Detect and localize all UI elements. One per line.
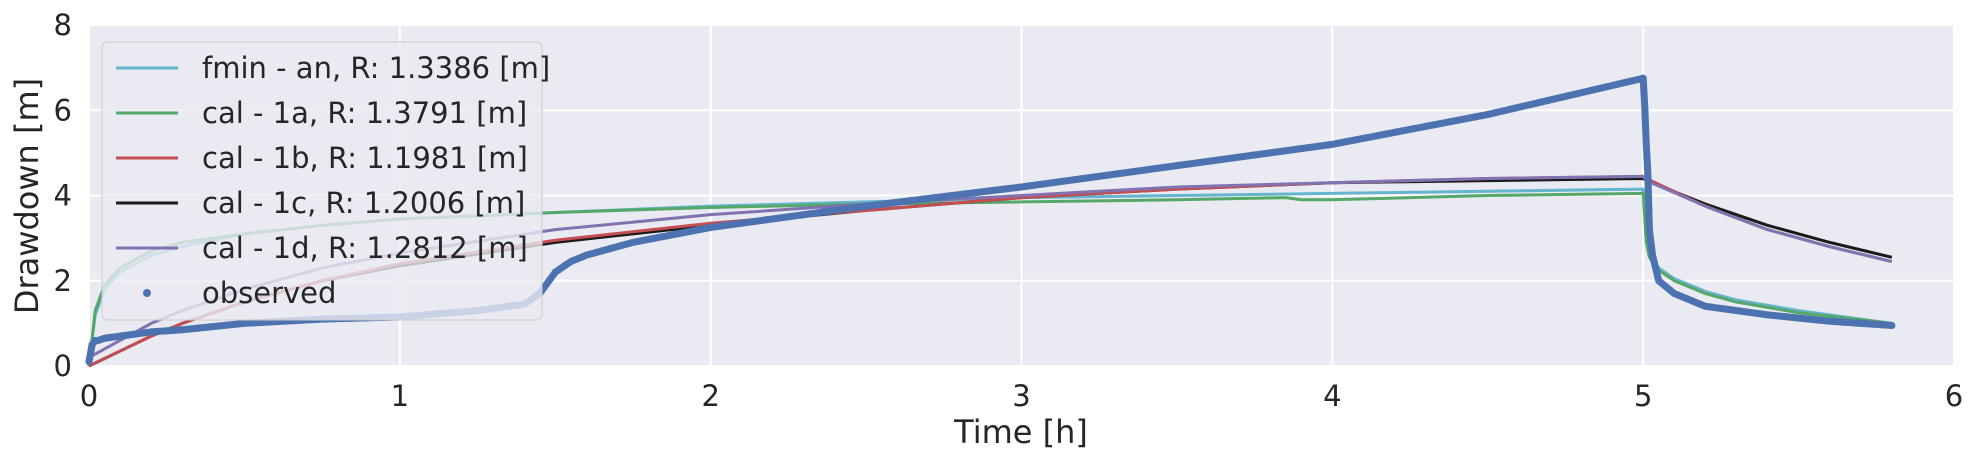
legend-box [101, 41, 543, 321]
legend-label: cal - 1b, R: 1.1981 [m] [202, 141, 528, 175]
legend-label: observed [202, 276, 336, 310]
x-tick-label: 3 [1012, 379, 1030, 413]
x-tick-label: 5 [1634, 379, 1652, 413]
ticks: 0 1 2 3 4 5 6 0 2 4 6 8 [54, 8, 1964, 413]
legend-marker [143, 289, 151, 297]
y-tick-label: 4 [54, 179, 72, 213]
legend: fmin - an, R: 1.3386 [m] cal - 1a, R: 1.3… [101, 41, 550, 321]
y-tick-label: 2 [54, 264, 72, 298]
y-tick-label: 8 [54, 8, 72, 42]
legend-label: cal - 1d, R: 1.2812 [m] [202, 231, 528, 265]
legend-label: cal - 1c, R: 1.2006 [m] [202, 186, 525, 220]
x-tick-label: 0 [80, 379, 98, 413]
legend-label: fmin - an, R: 1.3386 [m] [202, 51, 550, 85]
x-axis-label: Time [h] [953, 413, 1088, 451]
legend-label: cal - 1a, R: 1.3791 [m] [202, 96, 527, 130]
y-tick-label: 6 [54, 93, 72, 127]
observed-point [1888, 321, 1896, 330]
x-tick-label: 2 [701, 379, 719, 413]
y-tick-label: 0 [54, 349, 72, 383]
x-tick-label: 4 [1323, 379, 1341, 413]
x-tick-label: 1 [391, 379, 409, 413]
y-axis-label: Drawdown [m] [8, 78, 46, 314]
x-tick-label: 6 [1945, 379, 1963, 413]
